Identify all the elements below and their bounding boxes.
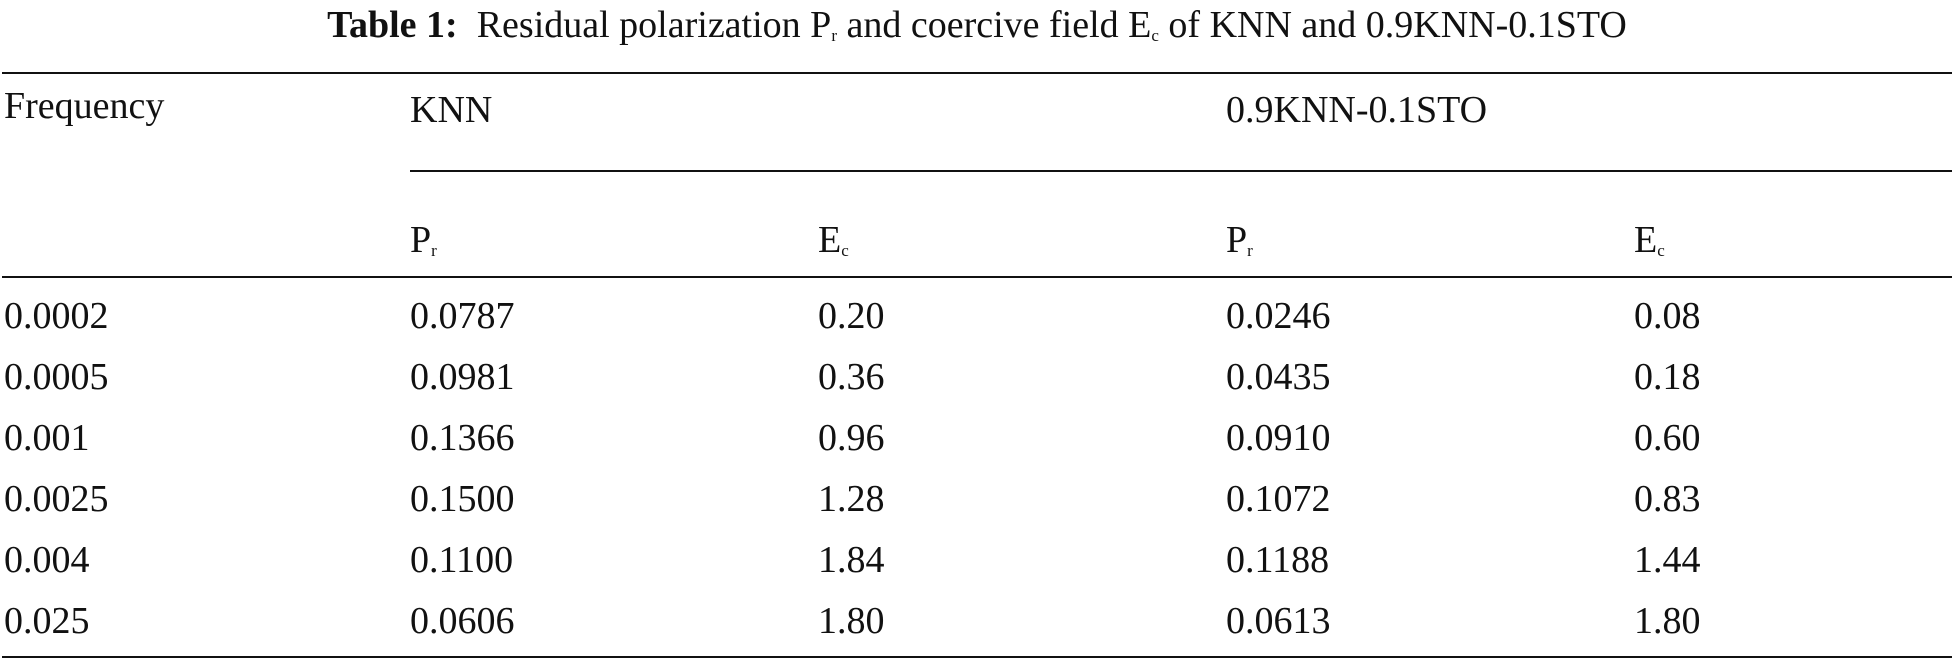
caption-sub-c: c xyxy=(1151,26,1159,45)
cell-sto-ec: 0.08 xyxy=(1634,295,1701,337)
pr-main: P xyxy=(1226,219,1248,261)
cell-sto-ec: 0.60 xyxy=(1634,417,1701,459)
ec-sub: c xyxy=(1657,241,1665,260)
cell-sto-ec: 1.80 xyxy=(1634,600,1701,642)
header-knn-ec: Ec xyxy=(818,218,849,262)
cell-knn-ec: 0.96 xyxy=(818,417,885,459)
cell-sto-pr: 0.0246 xyxy=(1226,295,1331,337)
cell-knn-ec: 0.36 xyxy=(818,356,885,398)
cell-sto-ec: 0.83 xyxy=(1634,478,1701,520)
header-sto-ec: Ec xyxy=(1634,218,1665,262)
top-rule xyxy=(2,72,1952,74)
cell-sto-ec: 1.44 xyxy=(1634,539,1701,581)
header-frequency: Frequency xyxy=(4,85,165,127)
pr-sub: r xyxy=(1247,241,1253,260)
ec-sub: c xyxy=(841,241,849,260)
cell-frequency: 0.0025 xyxy=(4,478,109,520)
header-knn-pr: Pr xyxy=(410,218,437,262)
caption-text-pre: Residual polarization P xyxy=(476,4,832,46)
caption-text-post: of KNN and 0.9KNN-0.1STO xyxy=(1158,4,1627,46)
caption-text-mid: and coercive field E xyxy=(836,4,1152,46)
cell-frequency: 0.004 xyxy=(4,539,90,581)
cell-knn-pr: 0.0787 xyxy=(410,295,515,337)
cell-knn-ec: 1.80 xyxy=(818,600,885,642)
pr-main: P xyxy=(410,219,432,261)
cell-knn-pr: 0.1500 xyxy=(410,478,515,520)
cell-frequency: 0.001 xyxy=(4,417,90,459)
cell-knn-pr: 0.0606 xyxy=(410,600,515,642)
cell-sto-ec: 0.18 xyxy=(1634,356,1701,398)
header-group-knn-sto: 0.9KNN-0.1STO xyxy=(1226,89,1488,131)
bottom-rule xyxy=(2,656,1952,658)
group-rule xyxy=(410,170,1952,172)
cell-sto-pr: 0.1188 xyxy=(1226,539,1330,581)
cell-sto-pr: 0.0435 xyxy=(1226,356,1331,398)
cell-knn-ec: 1.84 xyxy=(818,539,885,581)
table-caption: Table 1: Residual polarization Pr and co… xyxy=(0,2,1954,48)
pr-sub: r xyxy=(431,241,437,260)
header-rule xyxy=(2,276,1952,278)
cell-sto-pr: 0.0910 xyxy=(1226,417,1331,459)
ec-main: E xyxy=(1634,219,1658,261)
cell-sto-pr: 0.0613 xyxy=(1226,600,1331,642)
cell-frequency: 0.0002 xyxy=(4,295,109,337)
header-group-knn: KNN xyxy=(410,89,493,131)
table-label: Table 1: xyxy=(327,4,458,46)
cell-frequency: 0.0005 xyxy=(4,356,109,398)
header-sto-pr: Pr xyxy=(1226,218,1253,262)
cell-knn-pr: 0.1100 xyxy=(410,539,514,581)
cell-frequency: 0.025 xyxy=(4,600,90,642)
ec-main: E xyxy=(818,219,842,261)
caption-sub-r: r xyxy=(831,26,837,45)
cell-knn-ec: 0.20 xyxy=(818,295,885,337)
cell-knn-pr: 0.0981 xyxy=(410,356,515,398)
cell-sto-pr: 0.1072 xyxy=(1226,478,1331,520)
cell-knn-pr: 0.1366 xyxy=(410,417,515,459)
cell-knn-ec: 1.28 xyxy=(818,478,885,520)
